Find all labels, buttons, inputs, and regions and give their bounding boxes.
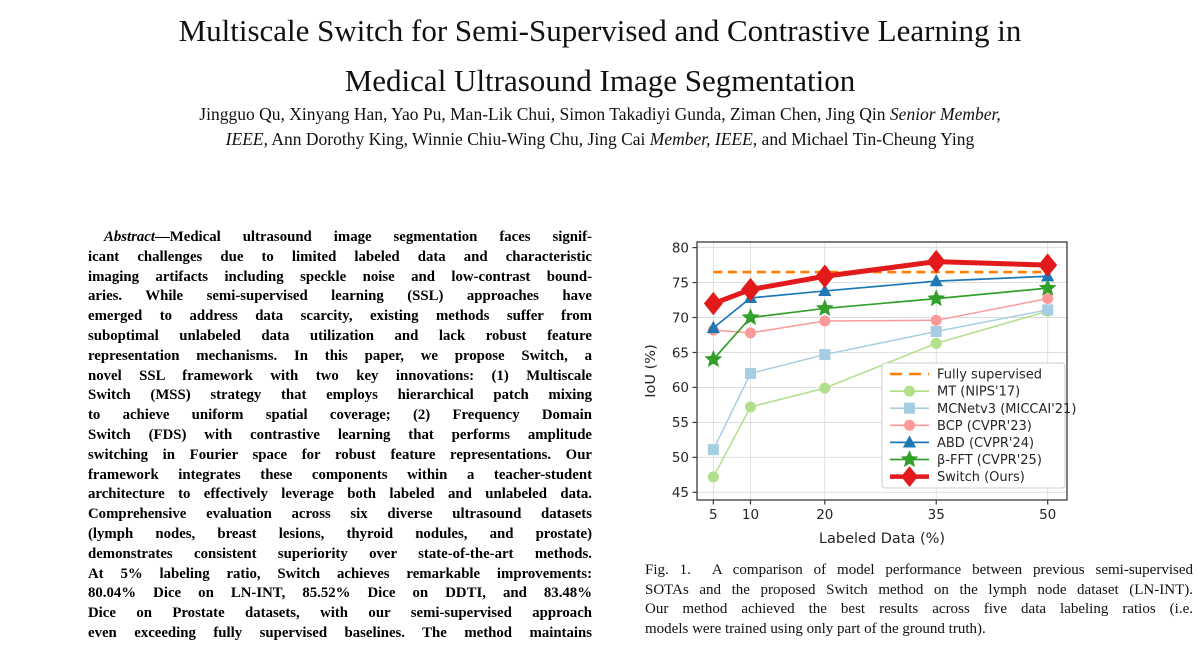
figure-1: 45 50 55 60 65 70 75 80 5 10 20 35 50 Labeled Data (%… [645,228,1195,636]
arxiv-stamp: cs.CV] 19 Mar 2026 [0,391,4,648]
legend-item: Switch (Ours) [890,466,1025,487]
legend-item: Fully supervised [890,368,1042,383]
abstract-line: to achieve uniform spatial coverage; (2)… [88,407,592,424]
abstract-line: emerged to address data scarcity, existi… [88,308,592,325]
series-mcnetv3-miccai-21- [707,304,1054,456]
abstract-line: Switch (MSS) strategy that employs hiera… [88,387,592,404]
abstract-line: imaging artifacts including speckle nois… [88,268,592,285]
abstract-line: Comprehensive evaluation across six dive… [88,506,592,523]
svg-text:BCP (CVPR'23): BCP (CVPR'23) [937,419,1032,434]
abstract-line: demonstrates consistent superiority over… [88,545,592,562]
y-axis-label: IoU (%) [645,344,659,397]
paper-title-line1: Multiscale Switch for Semi-Supervised an… [178,13,1022,48]
svg-text:55: 55 [672,415,689,431]
legend-item: BCP (CVPR'23) [890,419,1032,434]
abstract-line: icant challenges due to limited labeled … [88,248,592,265]
legend-item: MT (NIPS'17) [890,385,1020,400]
svg-text:Switch (Ours): Switch (Ours) [937,470,1025,485]
svg-text:MT (NIPS'17): MT (NIPS'17) [937,385,1020,400]
abstract-lead: Abstract [104,229,155,245]
series-abd-cvpr-24- [706,269,1055,334]
abstract-line: aries. While semi-supervised learning (S… [88,288,592,305]
caption-line: models were trained using only part of t… [645,620,986,637]
svg-text:β-FFT (CVPR'25): β-FFT (CVPR'25) [937,453,1042,468]
caption-line: Fig. 1. A comparison of model performanc… [645,562,1193,578]
legend-item: MCNetv3 (MICCAI'21) [890,402,1076,417]
svg-text:ABD (CVPR'24): ABD (CVPR'24) [937,436,1034,451]
x-axis-label: Labeled Data (%) [819,531,945,547]
legend: Fully supervised MT (NIPS'17) MCNetv3 (MIC… [881,362,1076,489]
author-list: Jingguo Qu, Xinyang Han, Yao Pu, Man-Lik… [0,102,1200,152]
svg-text:5: 5 [709,507,718,523]
series--fft-cvpr-25- [704,278,1057,368]
paper-title-line2: Medical Ultrasound Image Segmentation [344,63,856,98]
abstract-line: Abstract—Medical ultrasound image segmen… [104,229,592,245]
abstract-line: suboptimal unlabeled data utilization an… [88,327,592,344]
figure-1-caption: Fig. 1. A comparison of model performanc… [645,561,1193,639]
author-line-2: IEEE, Ann Dorothy King, Winnie Chiu-Wing… [225,129,975,149]
abstract-line: representation mechanisms. In this paper… [88,347,592,364]
abstract-line: Dice on Prostate datasets, with our semi… [88,605,592,622]
svg-text:65: 65 [672,345,689,361]
abstract-line: switching in Fourier space for robust fe… [88,446,592,463]
svg-text:10: 10 [742,507,759,523]
svg-text:Fully supervised: Fully supervised [937,368,1042,383]
legend-item: β-FFT (CVPR'25) [890,450,1042,468]
abstract-line: novel SSL framework with two key innovat… [88,367,592,384]
author-line-1: Jingguo Qu, Xinyang Han, Yao Pu, Man-Lik… [199,104,1001,124]
iou-vs-labeled-data-line-chart: 45 50 55 60 65 70 75 80 5 10 20 35 50 Labeled Data (%… [645,240,1076,547]
svg-text:70: 70 [672,310,689,326]
caption-line: Our method achieved the best results acr… [645,601,1193,618]
abstract-line: architecture to effectively leverage bot… [88,486,592,503]
svg-text:20: 20 [816,507,833,523]
svg-text:50: 50 [1039,507,1056,523]
svg-text:50: 50 [672,450,689,466]
svg-text:MCNetv3 (MICCAI'21): MCNetv3 (MICCAI'21) [937,402,1076,417]
abstract: Abstract—Medical ultrasound image segmen… [88,228,592,644]
abstract-line: even exceeding fully supervised baseline… [88,624,592,641]
caption-line: SOTAs and the proposed Switch method on … [645,581,1193,598]
svg-text:60: 60 [672,380,689,396]
plot-frame [696,241,1068,501]
axis-ticks: 45 50 55 60 65 70 75 80 5 10 20 35 50 [672,240,1056,523]
abstract-line: At 5% labeling ratio, Switch achieves re… [88,565,592,582]
svg-text:80: 80 [672,240,689,256]
svg-text:75: 75 [672,275,689,291]
abstract-line: Switch (FDS) with contrastive learning t… [88,426,592,443]
svg-text:35: 35 [928,507,945,523]
abstract-line: 80.04% Dice on LN-INT, 85.52% Dice on DD… [88,585,592,602]
svg-text:45: 45 [672,485,689,501]
abstract-line: framework integrates these components wi… [88,466,592,483]
paper-title: Multiscale Switch for Semi-Supervised an… [0,6,1200,106]
legend-item: ABD (CVPR'24) [890,435,1034,451]
abstract-line: (lymph nodes, breast lesions, thyroid no… [88,525,592,542]
